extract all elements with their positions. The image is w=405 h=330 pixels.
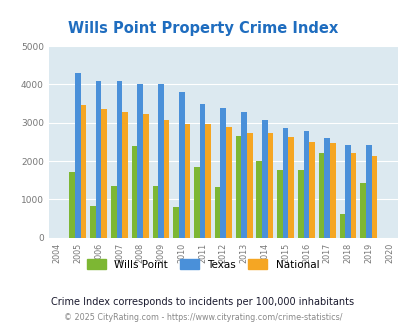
Bar: [205, 124, 211, 238]
Bar: [226, 127, 231, 238]
Legend: Wills Point, Texas, National: Wills Point, Texas, National: [87, 259, 318, 270]
Bar: [69, 172, 75, 238]
Bar: [96, 82, 101, 238]
Bar: [371, 156, 376, 238]
Bar: [116, 81, 122, 238]
Bar: [241, 113, 246, 238]
Bar: [163, 120, 169, 238]
Bar: [173, 207, 179, 238]
Bar: [261, 120, 267, 238]
Bar: [152, 186, 158, 238]
Bar: [288, 137, 293, 238]
Bar: [277, 170, 282, 238]
Bar: [132, 146, 137, 238]
Bar: [158, 84, 163, 238]
Bar: [122, 112, 128, 238]
Bar: [344, 145, 350, 238]
Bar: [339, 214, 344, 238]
Bar: [184, 124, 190, 238]
Bar: [329, 143, 335, 238]
Bar: [303, 131, 309, 238]
Bar: [75, 73, 81, 238]
Bar: [360, 183, 365, 238]
Bar: [309, 142, 314, 238]
Bar: [282, 128, 288, 238]
Bar: [143, 114, 148, 238]
Bar: [246, 133, 252, 238]
Bar: [350, 152, 356, 238]
Bar: [90, 206, 96, 238]
Bar: [111, 186, 116, 238]
Text: Wills Point Property Crime Index: Wills Point Property Crime Index: [68, 21, 337, 36]
Bar: [318, 153, 324, 238]
Bar: [365, 145, 371, 238]
Bar: [137, 84, 143, 238]
Text: © 2025 CityRating.com - https://www.cityrating.com/crime-statistics/: © 2025 CityRating.com - https://www.city…: [64, 313, 341, 322]
Bar: [194, 167, 199, 238]
Bar: [235, 136, 241, 238]
Bar: [199, 104, 205, 238]
Bar: [214, 187, 220, 238]
Bar: [256, 161, 261, 238]
Text: Crime Index corresponds to incidents per 100,000 inhabitants: Crime Index corresponds to incidents per…: [51, 297, 354, 307]
Bar: [324, 139, 329, 238]
Bar: [267, 133, 273, 238]
Bar: [220, 108, 226, 238]
Bar: [179, 92, 184, 238]
Bar: [101, 109, 107, 238]
Bar: [81, 105, 86, 238]
Bar: [297, 170, 303, 238]
